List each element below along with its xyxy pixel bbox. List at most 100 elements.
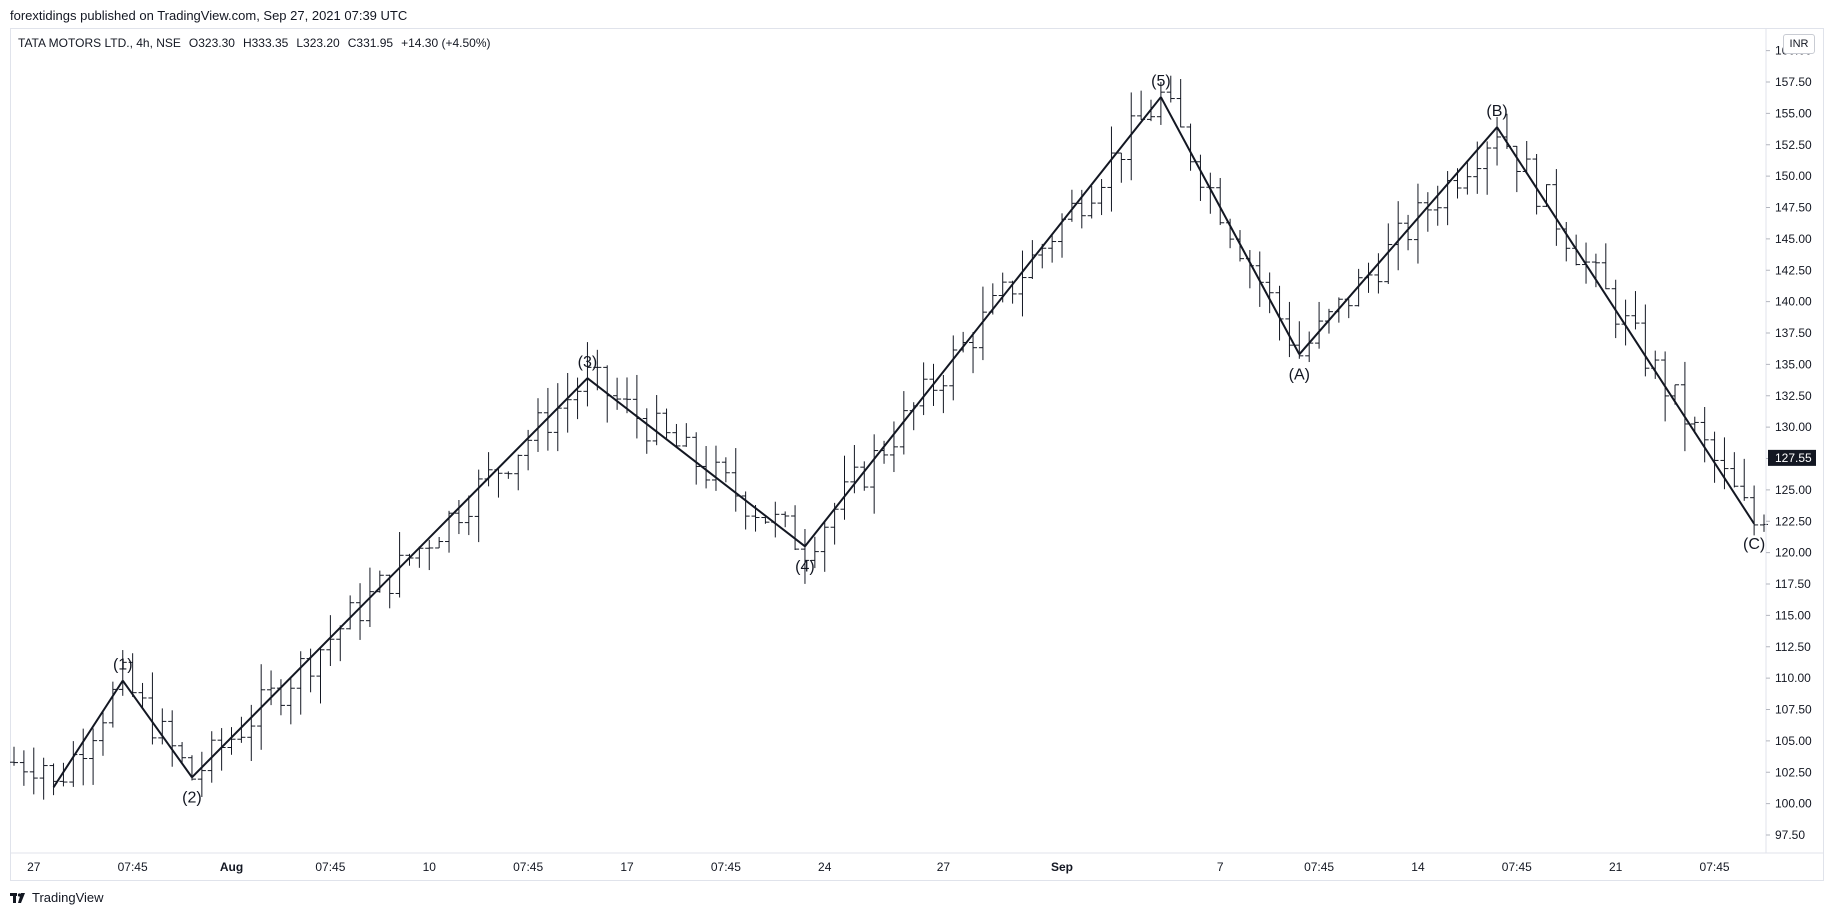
time-tick-label: 07:45 [1304, 860, 1334, 874]
ohlc-bar [1087, 186, 1096, 219]
ohlc-bar [1186, 123, 1195, 171]
ohlc-bar [1591, 253, 1600, 288]
ohlc-bar [464, 495, 473, 536]
ohlc-bar [1315, 301, 1324, 349]
ohlc-bar [593, 349, 602, 391]
ohlc-bar [692, 432, 701, 485]
ohlc-bar [969, 332, 978, 374]
ohlc-bar [1680, 361, 1689, 452]
ohlc-bar [1226, 218, 1235, 249]
legend-close: C331.95 [347, 36, 394, 50]
legend-low: L323.20 [296, 36, 340, 50]
footer-brand[interactable]: TradingView [10, 890, 104, 905]
ohlc-bar [1127, 92, 1136, 181]
price-tick-label: 115.00 [1775, 608, 1811, 622]
wave-segment [52, 680, 124, 788]
ohlc-bar [1700, 407, 1709, 463]
ohlc-bar [504, 471, 513, 479]
wave-segment [804, 96, 1162, 547]
ohlc-bar [662, 408, 671, 439]
ohlc-bar [672, 423, 681, 447]
ohlc-bar [1750, 485, 1759, 536]
ohlc-bar [1710, 431, 1719, 483]
wave-label: (C) [1743, 536, 1765, 553]
price-tick-label: 152.50 [1775, 138, 1812, 152]
ohlc-bar [128, 653, 137, 697]
ohlc-bar [771, 501, 780, 538]
price-tick-label: 150.00 [1775, 169, 1812, 183]
ohlc-bar [98, 711, 107, 756]
ohlc-bar [1067, 189, 1076, 222]
ohlc-bar [1512, 145, 1521, 193]
ohlc-bar [553, 383, 562, 452]
time-tick-label: 17 [620, 860, 634, 874]
wave-label: (5) [1151, 73, 1171, 90]
ohlc-bar [682, 423, 691, 447]
time-axis[interactable]: 27 07:45 Aug 07:45 10 07:45 17 07:45 24 27 Sep 7 07:… [10, 852, 1824, 874]
price-tick-label: 147.50 [1775, 201, 1812, 215]
ohlc-bar [791, 505, 800, 551]
ohlc-bar [1374, 253, 1383, 294]
ohlc-bar [810, 536, 819, 569]
ohlc-bar [1048, 234, 1057, 263]
ohlc-bar [1740, 458, 1749, 501]
ohlc-bar [1285, 301, 1294, 358]
ohlc-bar [197, 751, 206, 797]
ohlc-bar [534, 398, 543, 452]
legend-high: H333.35 [242, 36, 289, 50]
price-tick-label: 157.50 [1775, 75, 1812, 89]
time-tick-label: 07:45 [118, 860, 148, 874]
wave-segment [1298, 126, 1498, 355]
ohlc-bar [148, 672, 157, 745]
wave-segment [191, 377, 589, 778]
ohlc-bar [642, 408, 651, 454]
ohlc-bar [247, 704, 256, 761]
ohlc-bar [385, 574, 394, 609]
price-tick-label: 122.50 [1775, 514, 1812, 528]
ohlc-bar [583, 342, 592, 407]
ohlc-bar [761, 516, 770, 524]
ohlc-bar [425, 539, 434, 571]
ohlc-bar [1413, 183, 1422, 264]
price-axis[interactable]: 97.50 100.00 102.50 105.00 107.50 110.00 112.5… [1765, 28, 1816, 853]
ohlc-bar [326, 615, 335, 667]
time-tick-label: 7 [1217, 860, 1224, 874]
wave-segment [121, 680, 193, 778]
time-tick-label: 27 [27, 860, 41, 874]
wave-label: (B) [1486, 103, 1507, 120]
ohlc-bar [1117, 152, 1126, 183]
price-tick-label: 102.50 [1775, 765, 1812, 779]
ohlc-bar [395, 532, 404, 598]
ohlc-bar [1493, 117, 1502, 166]
ohlc-bar [1394, 201, 1403, 271]
ohlc-bar [138, 682, 147, 708]
ohlc-bar [800, 529, 809, 584]
price-tick-label: 107.50 [1775, 703, 1812, 717]
currency-button[interactable]: INR [1783, 34, 1815, 54]
ohlc-bar [89, 728, 98, 785]
ohlc-bar [1760, 514, 1768, 532]
ohlc-bar [1265, 272, 1274, 314]
last-price-label: 127.55 [1775, 451, 1812, 465]
ohlc-bar [870, 434, 879, 514]
ohlc-bar [1483, 141, 1492, 195]
ohlc-bar [711, 445, 720, 491]
ohlc-bar [336, 625, 345, 662]
ohlc-bar [751, 505, 760, 532]
tradingview-logo-icon [10, 892, 25, 903]
price-tick-label: 155.00 [1775, 106, 1812, 120]
price-tick-label: 97.50 [1775, 828, 1805, 842]
price-tick-label: 135.00 [1775, 357, 1812, 371]
time-tick-label: 21 [1609, 860, 1623, 874]
time-tick-label: 24 [818, 860, 832, 874]
legend-symbol: TATA MOTORS LTD., 4h, NSE [18, 36, 181, 50]
time-tick-label: 14 [1411, 860, 1425, 874]
ohlc-bar [1156, 81, 1165, 125]
ohlc-bar [1601, 243, 1610, 290]
ohlc-bar [49, 763, 58, 796]
ohlc-bar [1463, 162, 1472, 195]
price-tick-label: 110.00 [1775, 671, 1811, 685]
wave-label: (4) [795, 558, 815, 575]
price-tick-label: 125.00 [1775, 483, 1812, 497]
